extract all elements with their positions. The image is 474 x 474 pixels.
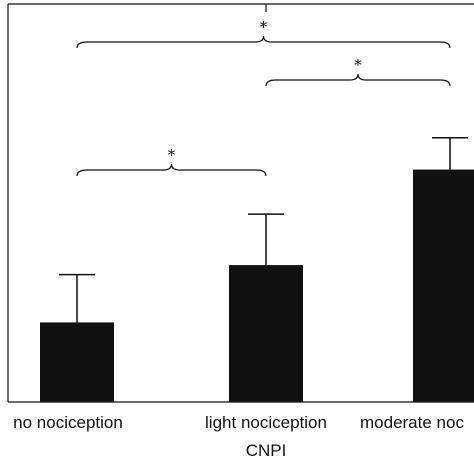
bar-0 [40, 322, 114, 402]
category-label-1: light nociception [205, 413, 327, 432]
significance-bracket-1 [265, 73, 451, 87]
category-labels: no nociception light nociception moderate … [13, 413, 464, 432]
error-bars [59, 136, 468, 323]
significance-brackets: * * * [76, 18, 451, 177]
significance-label-0: * [168, 146, 176, 164]
significance-bracket-2 [76, 35, 451, 49]
significance-label-2: * [260, 18, 268, 36]
x-axis-title: CNPI [246, 441, 287, 460]
category-label-0: no nociception [13, 413, 123, 432]
bars [40, 169, 474, 402]
bar-2 [413, 169, 474, 402]
significance-bracket-0 [76, 163, 267, 177]
bar-1 [229, 265, 303, 402]
significance-label-1: * [354, 56, 362, 74]
category-label-2: moderate noc [360, 413, 464, 432]
